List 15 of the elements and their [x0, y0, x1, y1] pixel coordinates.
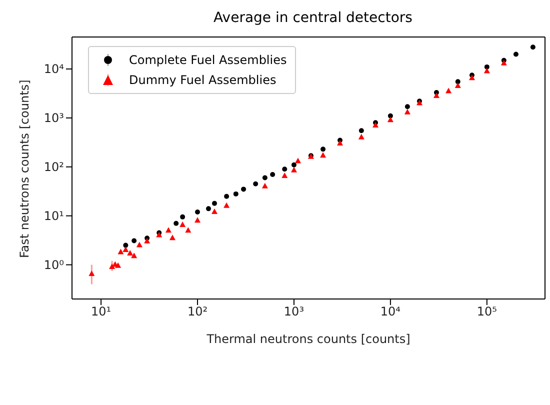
- x-tick-label: 10²: [187, 304, 208, 319]
- legend-label: Complete Fuel Assemblies: [129, 52, 287, 69]
- y-tick-label: 10⁰: [44, 258, 64, 272]
- chart-title: Average in central detectors: [212, 10, 414, 26]
- legend-label: Dummy Fuel Assemblies: [129, 72, 276, 89]
- x-tick-label: 10⁵: [476, 304, 498, 319]
- x-tick-label: 10¹: [90, 304, 112, 319]
- y-axis-title: Fast neutrons counts [counts]: [17, 80, 32, 258]
- y-tick-label: 10²: [44, 160, 64, 174]
- y-tick-label: 10³: [44, 111, 64, 126]
- x-tick-label: 10³: [284, 304, 304, 319]
- y-tick-label: 10¹: [44, 209, 64, 224]
- y-tick-label: 10⁴: [44, 62, 64, 76]
- x-axis-title: Thermal neutrons counts [counts]: [206, 332, 410, 346]
- x-tick-label: 10⁴: [380, 304, 401, 319]
